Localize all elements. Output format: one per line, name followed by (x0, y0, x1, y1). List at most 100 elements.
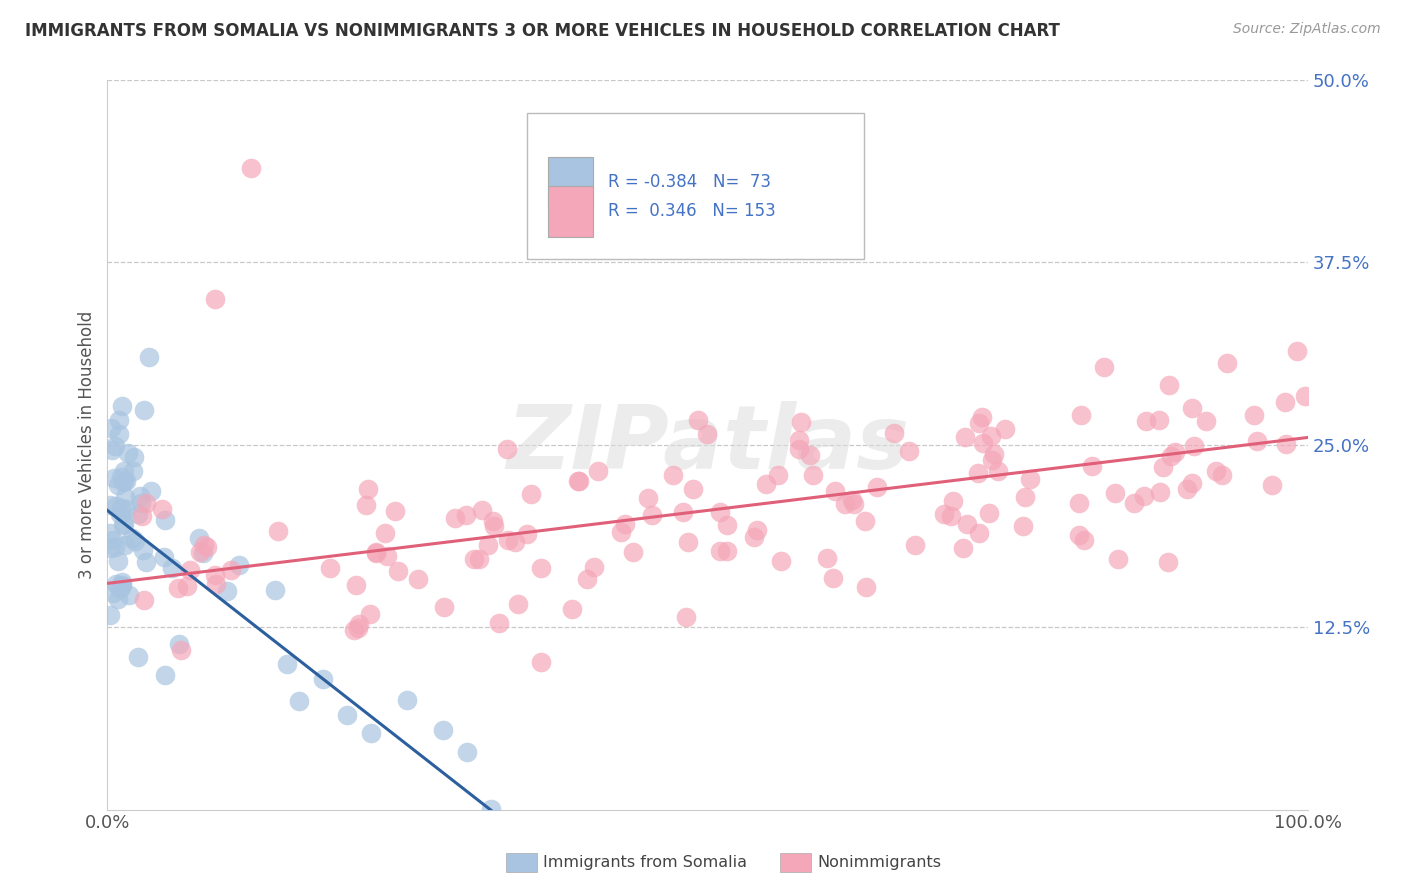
Point (972, 436, 994, 450)
Point (1274, 395, 1296, 409)
Point (675, 610, 697, 624)
Point (100, 421, 122, 435)
Point (696, 426, 718, 441)
Point (842, 497, 865, 511)
Text: R = -0.384   N=  73: R = -0.384 N= 73 (607, 173, 770, 191)
Point (1182, 439, 1205, 453)
Point (104, 576, 127, 591)
Point (107, 554, 129, 568)
Point (204, 568, 226, 582)
Point (530, 561, 553, 575)
Point (444, 511, 467, 525)
Point (135, 496, 157, 510)
Point (682, 482, 704, 496)
Point (576, 572, 599, 586)
Point (939, 508, 962, 523)
Point (110, 580, 132, 594)
Point (1160, 449, 1182, 463)
Point (709, 544, 731, 558)
Point (688, 413, 710, 427)
Point (354, 499, 377, 513)
Point (110, 501, 132, 516)
Point (127, 650, 149, 665)
Point (1073, 533, 1095, 547)
Point (1181, 401, 1204, 415)
Point (641, 508, 664, 523)
Point (219, 563, 242, 577)
Point (967, 526, 990, 541)
Point (787, 434, 810, 448)
Point (561, 602, 583, 616)
Point (488, 616, 510, 631)
Point (1133, 489, 1156, 503)
Point (614, 516, 637, 531)
Point (115, 502, 138, 516)
Point (1205, 464, 1227, 478)
Point (344, 578, 367, 592)
Point (934, 508, 956, 522)
Point (336, 708, 359, 723)
Point (170, 643, 193, 657)
Point (153, 513, 176, 527)
Point (1012, 518, 1035, 533)
Point (111, 475, 134, 490)
Point (240, 161, 263, 175)
Point (166, 581, 188, 595)
Point (276, 657, 298, 672)
Point (967, 466, 990, 480)
Point (176, 579, 198, 593)
Point (942, 493, 965, 508)
Point (824, 483, 846, 498)
Point (98, 498, 121, 512)
Point (866, 480, 889, 494)
Point (637, 491, 659, 505)
Point (716, 518, 738, 533)
Point (387, 564, 409, 578)
Point (1092, 360, 1115, 375)
Point (610, 525, 633, 540)
Point (834, 497, 856, 511)
Point (114, 538, 136, 552)
Point (972, 409, 994, 424)
Point (103, 471, 125, 485)
Text: Nonimmigrants: Nonimmigrants (817, 855, 941, 870)
Point (105, 499, 128, 513)
Point (987, 463, 1010, 477)
Point (111, 578, 134, 592)
Point (134, 593, 156, 607)
Point (347, 617, 370, 632)
Point (1275, 436, 1298, 450)
Point (288, 694, 311, 708)
Point (799, 448, 821, 462)
Point (898, 444, 921, 458)
Point (121, 531, 143, 545)
Point (360, 725, 382, 739)
Point (1260, 478, 1282, 492)
Point (108, 507, 131, 521)
Point (101, 443, 124, 458)
Point (1067, 527, 1090, 541)
Point (481, 802, 503, 816)
Point (1246, 434, 1268, 448)
Point (107, 477, 129, 491)
Point (1152, 459, 1174, 474)
Point (1163, 445, 1185, 459)
Point (118, 588, 141, 602)
Point (979, 506, 1001, 520)
Point (108, 413, 131, 427)
Point (110, 582, 132, 596)
Point (586, 465, 609, 479)
Point (128, 489, 150, 503)
Point (150, 501, 173, 516)
Point (709, 505, 731, 519)
Bar (548, 157, 593, 208)
Bar (548, 186, 593, 237)
Point (823, 571, 845, 585)
Point (107, 426, 129, 441)
Point (318, 561, 340, 575)
Point (98, 607, 121, 622)
Point (1149, 484, 1171, 499)
Point (1175, 482, 1198, 496)
Point (716, 543, 738, 558)
Point (153, 549, 176, 564)
